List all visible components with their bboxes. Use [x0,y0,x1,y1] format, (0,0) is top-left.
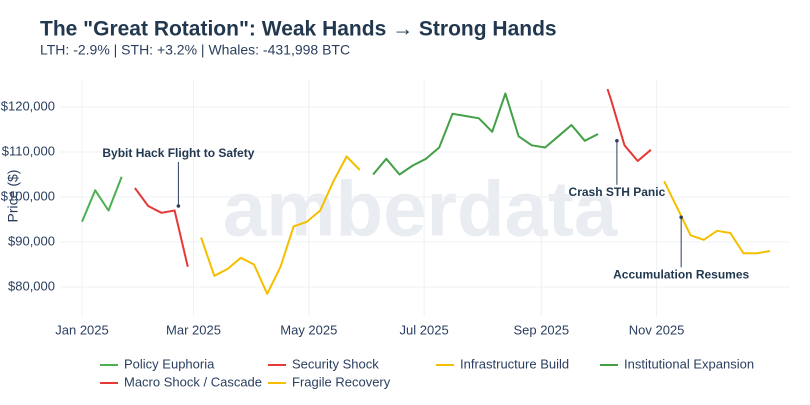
x-tick-label: Jan 2025 [55,322,109,337]
series-line [372,92,599,176]
annotation-text: Accumulation Resumes [613,267,749,281]
legend-label: Institutional Expansion [624,356,754,371]
legend-label: Security Shock [292,356,379,371]
y-tick-label: $120,000 [1,98,55,113]
series-line [134,187,189,268]
y-tick-label: $80,000 [8,278,55,293]
series-line [200,155,361,295]
watermark: amberdata [223,165,618,253]
x-tick-label: Nov 2025 [629,322,685,337]
x-tick-label: Jul 2025 [400,322,449,337]
annotation-text: Bybit Hack Flight to Safety [102,146,254,160]
y-tick-label: $100,000 [1,188,55,203]
y-tick-label: $90,000 [8,233,55,248]
legend-label: Fragile Recovery [292,374,391,389]
x-tick-label: Sep 2025 [513,322,569,337]
y-axis-label: Price ($) [5,170,21,223]
legend-label: Infrastructure Build [460,356,569,371]
series-line [81,176,123,223]
x-tick-label: May 2025 [280,322,337,337]
annotation-point [615,138,619,143]
annotation-point [176,204,181,208]
legend-label: Macro Shock / Cascade [124,374,262,389]
annotation-point [679,215,683,220]
series-line [606,88,652,162]
y-tick-label: $110,000 [2,143,55,158]
annotation-text: Crash STH Panic [569,185,666,199]
x-tick-label: Mar 2025 [166,322,221,337]
chart-subtitle: LTH: -2.9% | STH: +3.2% | Whales: -431,9… [40,42,350,58]
chart-title: The "Great Rotation": Weak Hands → Stron… [40,18,557,41]
legend-label: Policy Euphoria [124,356,215,371]
